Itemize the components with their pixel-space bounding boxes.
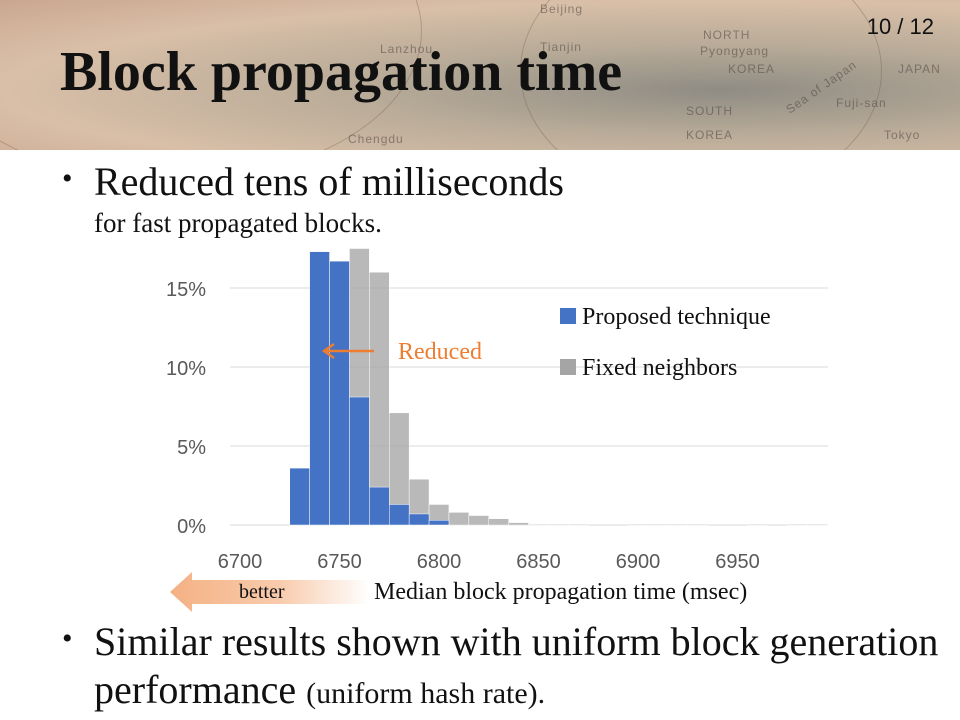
legend-swatch	[560, 308, 576, 324]
bullet-icon: •	[62, 162, 73, 195]
map-label: Lanzhou	[380, 42, 434, 56]
x-tick-label: 6700	[218, 551, 263, 573]
bar-fixed	[548, 523, 569, 526]
y-tick-label: 15%	[166, 279, 206, 301]
map-label: Chengdu	[348, 132, 404, 146]
title-banner: Beijing NORTH Pyongyang KOREA SOUTH KORE…	[0, 0, 960, 150]
y-tick-label: 0%	[177, 516, 206, 538]
bar-fixed	[687, 523, 708, 526]
map-label: NORTH	[703, 28, 751, 42]
bar-fixed	[528, 523, 549, 526]
bullet-paren-text: (uniform hash rate).	[306, 677, 546, 710]
bar-fixed	[508, 522, 529, 526]
x-tick-label: 6950	[715, 551, 760, 573]
bar-fixed	[468, 515, 490, 526]
map-label: KOREA	[728, 62, 776, 76]
page-title: Block propagation time	[60, 41, 623, 103]
y-tick-label: 5%	[177, 437, 206, 459]
legend-label: Fixed neighbors	[582, 355, 737, 381]
bar-fixed	[647, 523, 669, 526]
better-label: better	[239, 581, 285, 603]
legend-label: Proposed technique	[582, 304, 771, 330]
bullet-text: Similar results shown with uniform block…	[94, 619, 939, 712]
bar-proposed	[289, 467, 310, 526]
map-label: Fuji-san	[836, 96, 887, 110]
map-label: Tianjin	[540, 40, 582, 54]
bar-proposed	[389, 504, 410, 526]
map-label: JAPAN	[898, 62, 941, 76]
map-label: KOREA	[686, 128, 734, 142]
x-tick-label: 6850	[516, 551, 561, 573]
x-axis-label: Median block propagation time (msec)	[374, 579, 748, 605]
bullet-subtext: for fast propagated blocks.	[94, 208, 382, 238]
x-tick-label: 6800	[417, 551, 462, 573]
bar-fixed	[627, 523, 649, 526]
bar-proposed	[408, 513, 430, 526]
map-label: SOUTH	[686, 104, 733, 118]
reduced-label: Reduced	[398, 339, 482, 365]
bullet-icon: •	[62, 622, 73, 655]
bar-proposed	[309, 251, 330, 526]
bar-fixed	[806, 523, 828, 526]
bar-fixed	[787, 523, 808, 526]
map-label: Tokyo	[884, 128, 921, 142]
bullet-text: Reduced tens of milliseconds	[94, 159, 564, 204]
bar-proposed	[349, 396, 370, 526]
map-contour	[520, 0, 882, 150]
better-arrow-icon	[170, 572, 370, 612]
bar-fixed	[448, 512, 470, 526]
bar-fixed	[568, 523, 589, 526]
bar-proposed	[428, 520, 450, 526]
x-tick-label: 6900	[616, 551, 661, 573]
map-label: Beijing	[540, 2, 584, 16]
reduced-arrow-head	[321, 342, 335, 360]
page-number: 10 / 12	[866, 14, 934, 39]
map-label: Pyongyang	[700, 44, 770, 58]
bar-fixed	[488, 518, 509, 526]
x-tick-label: 6750	[317, 551, 362, 573]
bar-fixed	[747, 523, 768, 526]
bar-proposed	[329, 260, 350, 526]
legend-swatch	[560, 359, 576, 375]
y-tick-label: 10%	[166, 358, 206, 380]
bar-fixed	[667, 523, 688, 526]
bullet-text-2: Similar results shown with uniform block…	[94, 618, 944, 714]
bar-proposed	[369, 486, 390, 526]
